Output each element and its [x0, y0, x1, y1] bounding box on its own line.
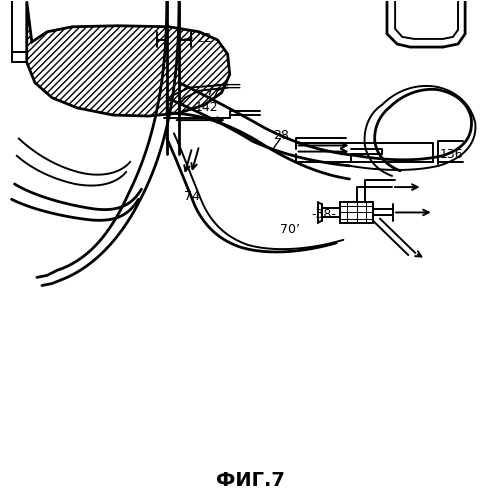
Text: 70’: 70’: [280, 223, 300, 236]
Text: 28: 28: [274, 129, 289, 142]
Text: -38-: -38-: [311, 208, 336, 221]
Text: 142: 142: [194, 102, 218, 114]
Bar: [340, 202, 373, 222]
Text: 22: 22: [196, 32, 212, 46]
Text: 136: 136: [440, 148, 464, 161]
Text: 74: 74: [184, 190, 200, 202]
Polygon shape: [27, 2, 230, 116]
Text: ФИГ.7: ФИГ.7: [216, 471, 284, 490]
